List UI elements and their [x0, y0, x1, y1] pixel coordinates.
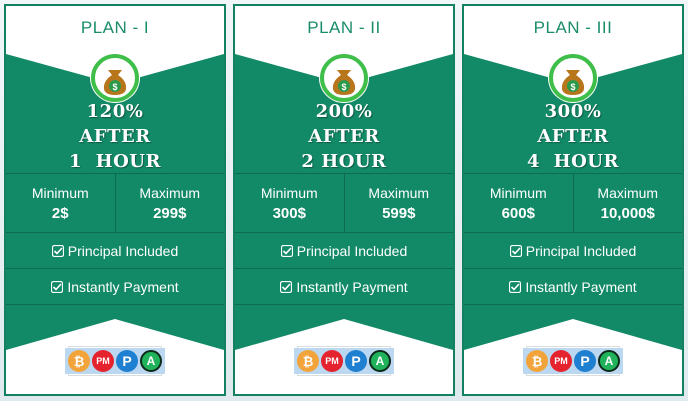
- check-square-icon: [280, 244, 293, 257]
- payment-methods: ₿ PM P A: [523, 346, 623, 376]
- maximum-deposit: Maximum 299$: [114, 174, 225, 232]
- maximum-deposit: Maximum 599$: [343, 174, 454, 232]
- svg-text:$: $: [570, 82, 575, 92]
- maximum-label: Maximum: [368, 185, 430, 201]
- perfect-money-icon: PM: [550, 350, 572, 372]
- svg-text:$: $: [112, 82, 117, 92]
- header-shape: [235, 6, 453, 84]
- plan-card-1: PLAN - I $ 120% AFTER 1 HOUR Minimum 2$: [4, 4, 226, 396]
- maximum-value: 299$: [153, 205, 187, 222]
- check-square-icon: [509, 244, 522, 257]
- plan-title: PLAN - III: [533, 18, 613, 37]
- feature-label: Instantly Payment: [296, 278, 408, 295]
- feature-payment: Instantly Payment: [235, 269, 453, 305]
- minimum-label: Minimum: [31, 185, 89, 201]
- advcash-icon: A: [369, 350, 391, 372]
- rate-duration: 4 HOUR: [527, 151, 619, 172]
- money-bag-icon: $: [89, 52, 141, 104]
- payment-methods: ₿ PM P A: [65, 346, 165, 376]
- bitcoin-icon: ₿: [68, 350, 90, 372]
- feature-payment: Instantly Payment: [464, 269, 682, 305]
- maximum-value: 10,000$: [600, 205, 655, 222]
- deposit-limits: Minimum 2$ Maximum 299$: [6, 173, 224, 233]
- feature-label: Principal Included: [525, 242, 637, 259]
- check-square-icon: [51, 244, 64, 257]
- rate-after: AFTER: [79, 126, 151, 147]
- maximum-label: Maximum: [139, 185, 201, 201]
- deposit-limits: Minimum 300$ Maximum 599$: [235, 173, 453, 233]
- minimum-deposit: Minimum 600$: [464, 174, 573, 232]
- advcash-icon: A: [598, 350, 620, 372]
- money-bag-icon: $: [318, 52, 370, 104]
- minimum-label: Minimum: [260, 185, 318, 201]
- minimum-deposit: Minimum 2$: [6, 174, 115, 232]
- check-square-icon: [509, 280, 522, 293]
- minimum-deposit: Minimum 300$: [235, 174, 344, 232]
- feature-principal: Principal Included: [464, 233, 682, 269]
- rate-after: AFTER: [537, 126, 609, 147]
- card-header: PLAN - I $: [6, 6, 224, 111]
- minimum-value: 2$: [51, 205, 69, 222]
- minimum-label: Minimum: [489, 185, 547, 201]
- plan-card-2: PLAN - II $ 200% AFTER 2 HOUR Minimum 30…: [233, 4, 455, 396]
- deposit-limits: Minimum 600$ Maximum 10,000$: [464, 173, 682, 233]
- card-header: PLAN - II $: [235, 6, 453, 111]
- card-header: PLAN - III $: [464, 6, 682, 111]
- plan-rate: 120% AFTER 1 HOUR: [6, 99, 224, 174]
- rate-percent: 120%: [86, 101, 144, 122]
- header-shape: [464, 6, 682, 84]
- svg-text:$: $: [341, 82, 346, 92]
- money-bag-icon: $: [547, 52, 599, 104]
- rate-duration: 2 HOUR: [301, 151, 387, 172]
- plan-title: PLAN - II: [307, 18, 381, 37]
- feature-principal: Principal Included: [235, 233, 453, 269]
- header-shape: [6, 6, 224, 84]
- payeer-icon: P: [345, 350, 367, 372]
- check-square-icon: [51, 280, 64, 293]
- plan-title: PLAN - I: [80, 18, 150, 37]
- rate-percent: 300%: [544, 101, 602, 122]
- plan-rate: 300% AFTER 4 HOUR: [464, 99, 682, 174]
- rate-after: AFTER: [308, 126, 380, 147]
- payeer-icon: P: [574, 350, 596, 372]
- maximum-value: 599$: [382, 205, 416, 222]
- plan-card-3: PLAN - III $ 300% AFTER 4 HOUR Minimum 6…: [462, 4, 684, 396]
- rate-percent: 200%: [315, 101, 373, 122]
- bitcoin-icon: ₿: [297, 350, 319, 372]
- check-square-icon: [280, 280, 293, 293]
- payeer-icon: P: [116, 350, 138, 372]
- plan-rate: 200% AFTER 2 HOUR: [235, 99, 453, 174]
- minimum-value: 300$: [272, 205, 306, 222]
- minimum-value: 600$: [501, 205, 535, 222]
- advcash-icon: A: [140, 350, 162, 372]
- feature-principal: Principal Included: [6, 233, 224, 269]
- perfect-money-icon: PM: [321, 350, 343, 372]
- bitcoin-icon: ₿: [526, 350, 548, 372]
- feature-label: Principal Included: [296, 242, 408, 259]
- feature-label: Principal Included: [67, 242, 179, 259]
- rate-duration: 1 HOUR: [69, 151, 161, 172]
- payment-methods: ₿ PM P A: [294, 346, 394, 376]
- perfect-money-icon: PM: [92, 350, 114, 372]
- maximum-label: Maximum: [597, 185, 659, 201]
- feature-label: Instantly Payment: [525, 278, 637, 295]
- feature-payment: Instantly Payment: [6, 269, 224, 305]
- maximum-deposit: Maximum 10,000$: [572, 174, 683, 232]
- feature-label: Instantly Payment: [67, 278, 179, 295]
